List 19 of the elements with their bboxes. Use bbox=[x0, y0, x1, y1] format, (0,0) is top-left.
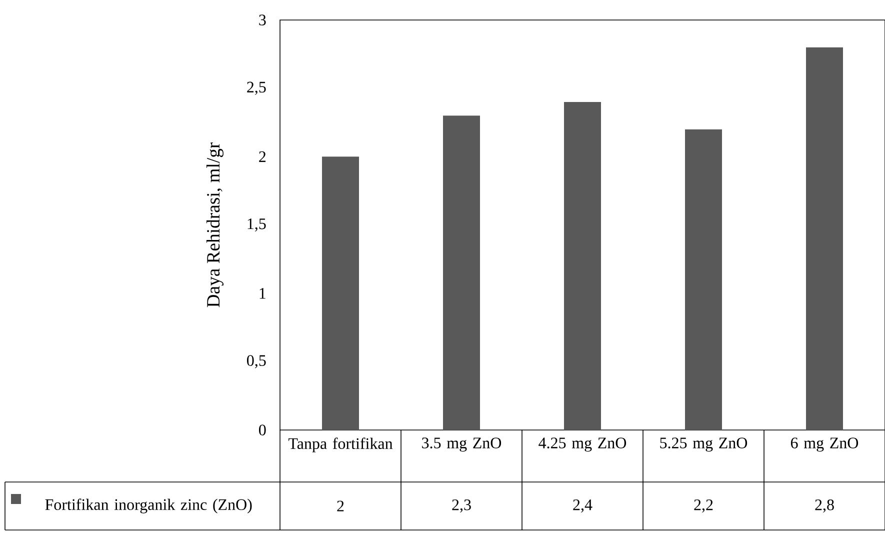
x-tick-label: 4.25 mg ZnO bbox=[538, 438, 626, 452]
data-label: 2,8 bbox=[815, 499, 834, 513]
y-tick-label: 2,5 bbox=[247, 82, 266, 95]
y-tick-label: 1 bbox=[260, 288, 266, 299]
data-label: 2,4 bbox=[573, 499, 592, 513]
data-label: 2,2 bbox=[694, 499, 713, 513]
x-tick-label: 3.5 mg ZnO bbox=[422, 438, 502, 452]
legend-label: Fortifikan inorganik zinc (ZnO) bbox=[45, 498, 252, 514]
y-tick-label: 1,5 bbox=[248, 218, 266, 232]
data-label: 2,3 bbox=[452, 499, 471, 513]
y-tick-label: 0,5 bbox=[247, 355, 266, 368]
x-tick-label: 5.25 mg ZnO bbox=[660, 438, 748, 452]
x-tick-label: Tanpa fortifikan bbox=[288, 438, 393, 452]
y-tick-label: 2 bbox=[259, 151, 266, 162]
y-axis-title: Daya Rehidrasi, ml/gr bbox=[206, 142, 224, 308]
y-tick-label: 0 bbox=[259, 424, 266, 436]
data-label: 2 bbox=[337, 500, 344, 512]
y-tick-label: 3 bbox=[259, 14, 266, 26]
x-tick-label: 6 mg ZnO bbox=[790, 438, 858, 452]
